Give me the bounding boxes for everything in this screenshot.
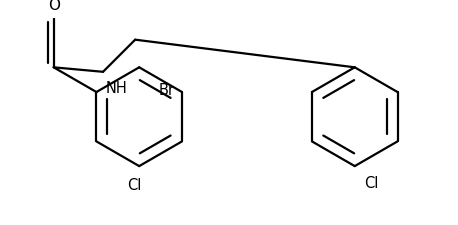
Text: Cl: Cl <box>127 177 142 192</box>
Text: Cl: Cl <box>364 175 378 190</box>
Text: NH: NH <box>106 81 127 95</box>
Text: O: O <box>48 0 60 13</box>
Text: Br: Br <box>159 82 175 97</box>
